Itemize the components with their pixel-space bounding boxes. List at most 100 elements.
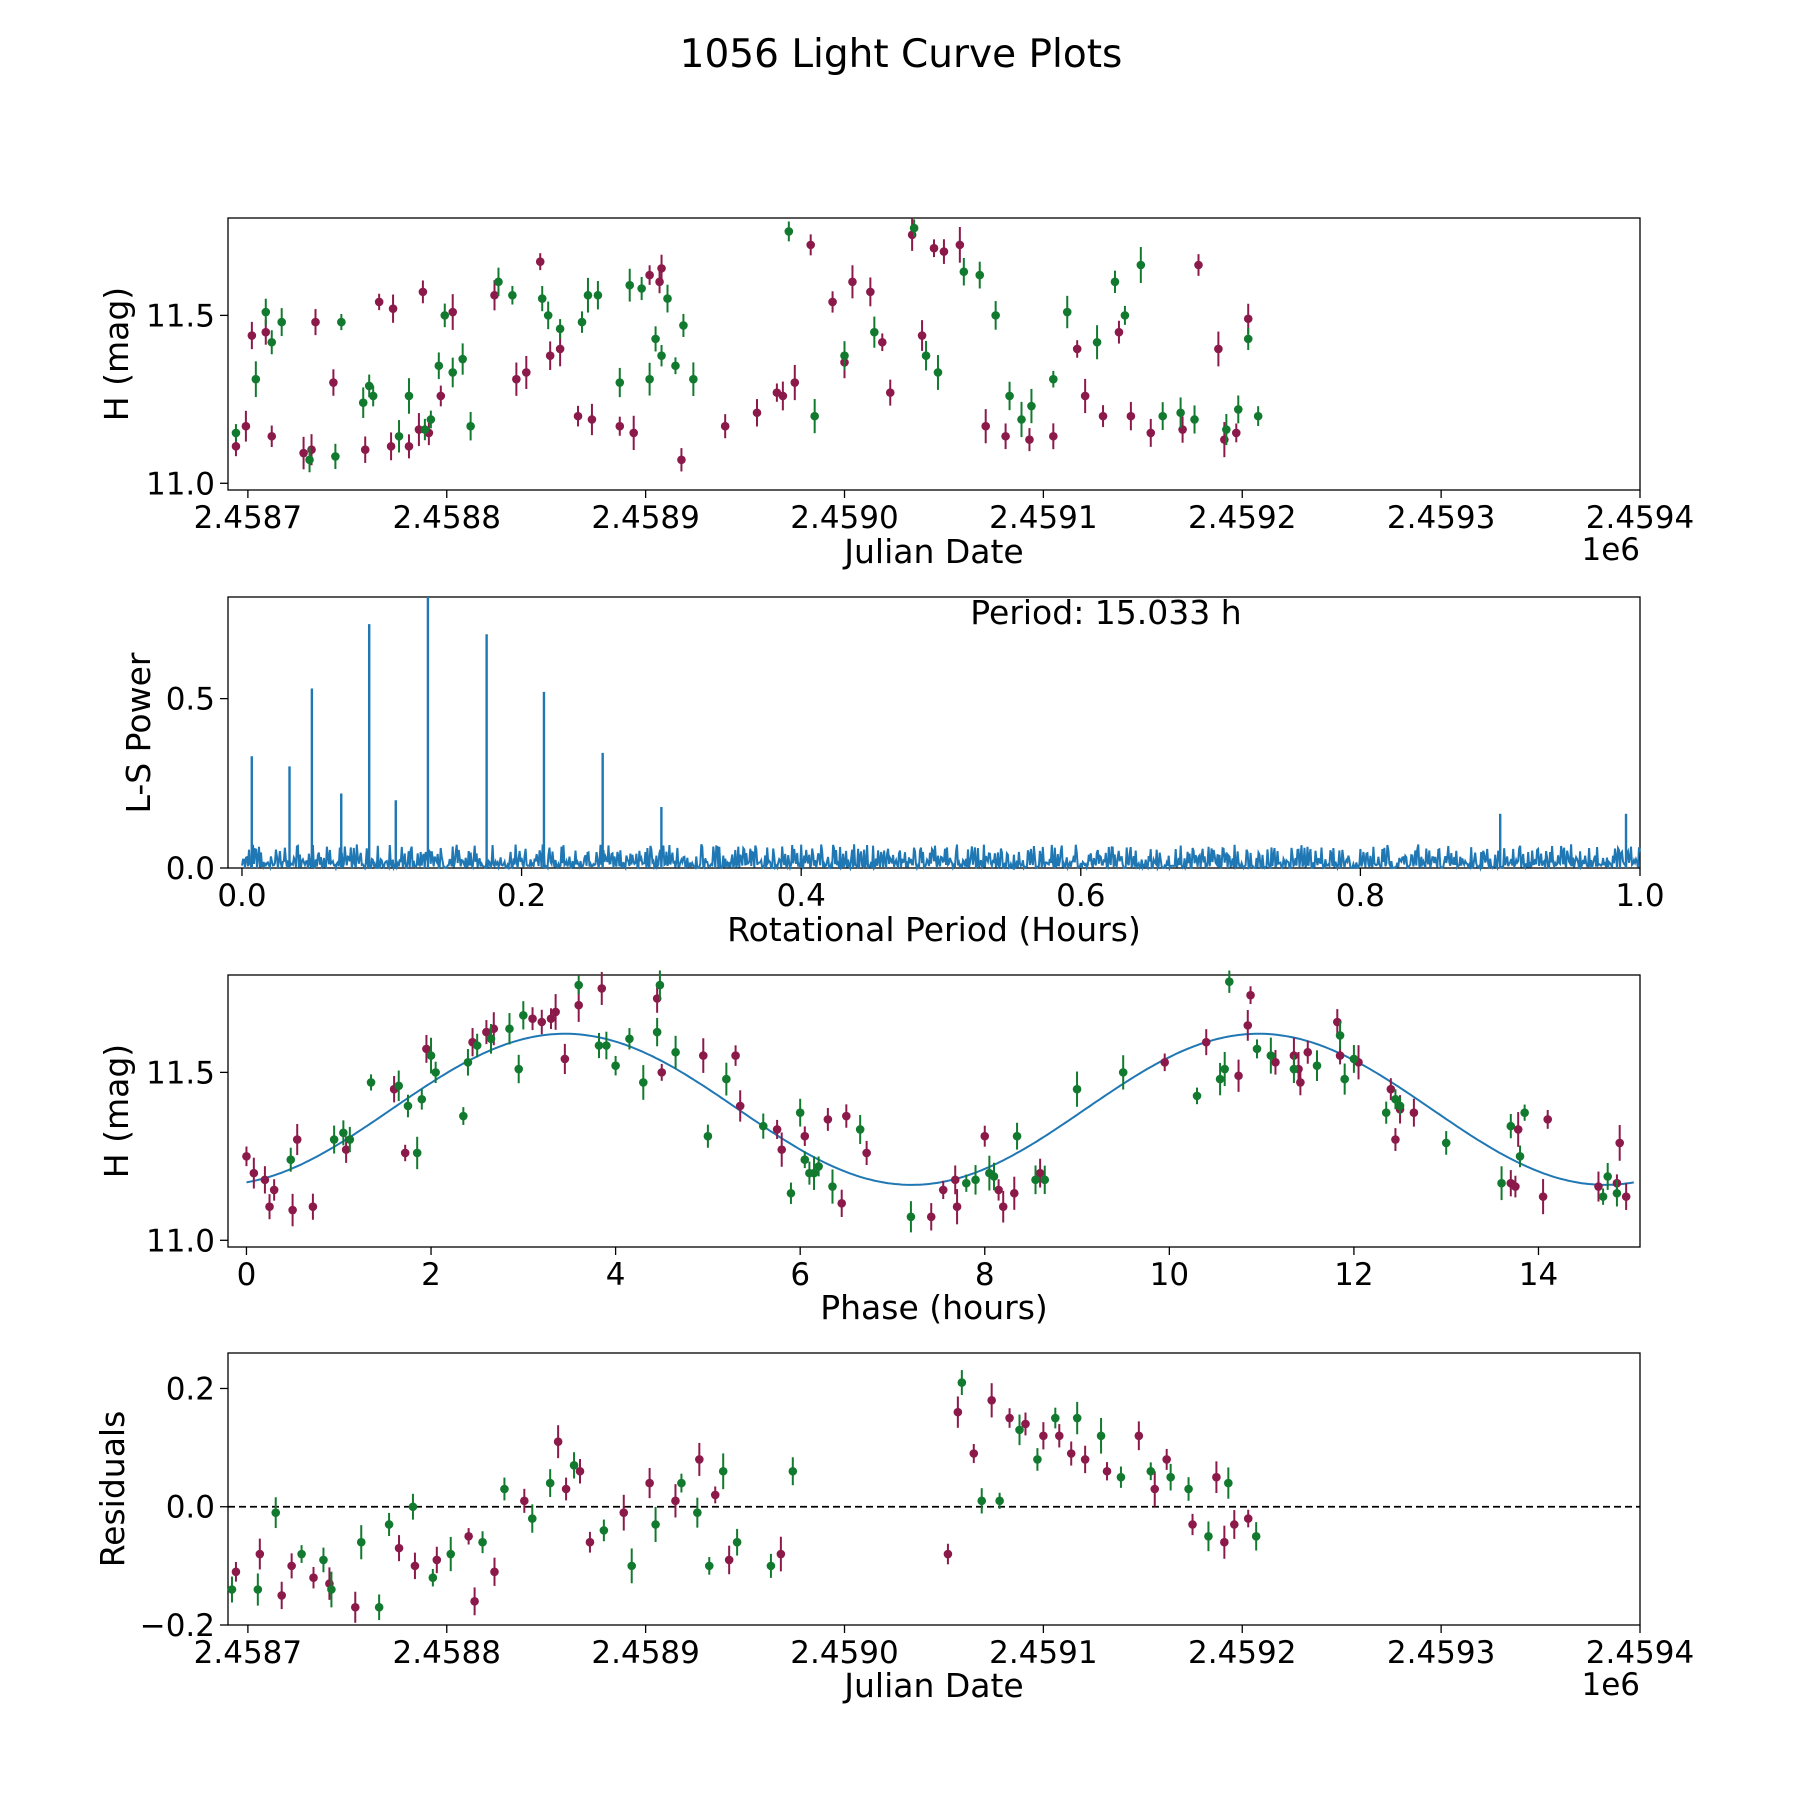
magenta-point [1243,1021,1253,1030]
green-point [466,421,475,431]
green-point [1192,1091,1202,1101]
x-tick-label: 2.4590 [790,1635,898,1671]
green-point [305,455,314,465]
magenta-point [1621,1192,1631,1201]
green-point [545,1478,555,1488]
green-point [655,980,665,990]
green-point [1612,1188,1622,1198]
green-point [758,1121,768,1131]
magenta-point [671,1496,680,1506]
magenta-point [645,1478,654,1488]
magenta-point [555,344,565,354]
green-point [1176,408,1185,418]
magenta-point [350,1602,360,1612]
magenta-point [1102,1466,1112,1476]
green-point [977,1496,987,1506]
green-point [339,1128,348,1138]
phased-ylabel: H (mag) [97,1044,136,1178]
green-point [1225,977,1234,987]
green-point [1033,1455,1042,1464]
x-tick-label: 2.4593 [1387,500,1495,536]
green-point [1146,1466,1156,1476]
magenta-point [308,1202,318,1212]
magenta-point [535,257,545,266]
magenta-point [735,1101,745,1111]
y-tick-label: 0.2 [166,1371,215,1407]
green-point [463,1058,473,1067]
x-tick-label: 2.4588 [393,1635,501,1671]
green-point [231,428,241,438]
green-point [704,1561,714,1571]
green-point [1051,1413,1060,1423]
magenta-point [288,1205,297,1215]
magenta-point [1214,344,1223,354]
magenta-point [546,1014,556,1023]
green-point [1335,1031,1345,1040]
green-point [1515,1152,1525,1161]
x-tick-label: 0.6 [1056,878,1105,914]
magenta-point [520,1496,529,1506]
magenta-point [955,240,965,250]
magenta-point [1615,1138,1624,1148]
x-tick-label: 2 [421,1257,441,1293]
green-point [652,1027,662,1037]
green-point [786,1188,796,1198]
green-point [663,294,672,303]
green-point [1395,1101,1405,1111]
green-point [1312,1061,1322,1070]
green-point [718,1466,728,1476]
green-point [368,391,378,401]
magenta-point [885,388,895,397]
green-point [366,1078,376,1087]
residuals-xlabel: Julian Date [842,1666,1024,1705]
magenta-point [655,277,664,287]
magenta-point [1511,1182,1520,1191]
magenta-point [574,1000,583,1010]
green-point [1027,401,1036,411]
green-point [1251,1532,1261,1541]
green-point [995,1496,1004,1506]
magenta-point [657,264,666,273]
green-point [440,311,450,320]
green-point [722,1074,731,1084]
magenta-point [848,277,857,287]
periodogram-xlabel: Rotational Period (Hours) [727,910,1141,949]
x-tick-label: 2.4592 [1188,1635,1296,1671]
magenta-point [981,421,991,431]
magenta-point [1243,1514,1253,1523]
green-point [1520,1108,1529,1117]
magenta-point [560,1054,570,1064]
magenta-point [778,391,788,401]
green-point [906,1212,916,1222]
magenta-point [1146,428,1156,438]
light-curve-ylabel: H (mag) [97,287,136,421]
y-tick-label: 0.5 [166,682,215,718]
magenta-point [1212,1472,1221,1482]
green-point [297,1549,306,1559]
magenta-point [309,1573,318,1582]
green-point [1158,411,1168,421]
green-point [593,290,603,300]
green-point [677,1478,686,1488]
green-point [814,1162,823,1171]
green-point [1220,1064,1230,1074]
green-point [267,337,277,347]
green-point [627,1561,637,1571]
green-point [431,1068,440,1077]
magenta-point [360,445,370,455]
magenta-point [311,317,320,327]
magenta-point [585,1537,595,1547]
green-point [689,374,698,384]
green-point [1015,1425,1024,1435]
magenta-point [260,1175,270,1185]
magenta-point [551,1007,560,1017]
magenta-point [537,1017,547,1027]
magenta-point [1160,1058,1170,1067]
green-point [1118,1068,1128,1077]
green-point [277,317,286,327]
magenta-point [1296,1078,1305,1087]
green-point [1116,1472,1126,1482]
green-point [615,378,625,387]
periodogram-line [241,843,1641,872]
